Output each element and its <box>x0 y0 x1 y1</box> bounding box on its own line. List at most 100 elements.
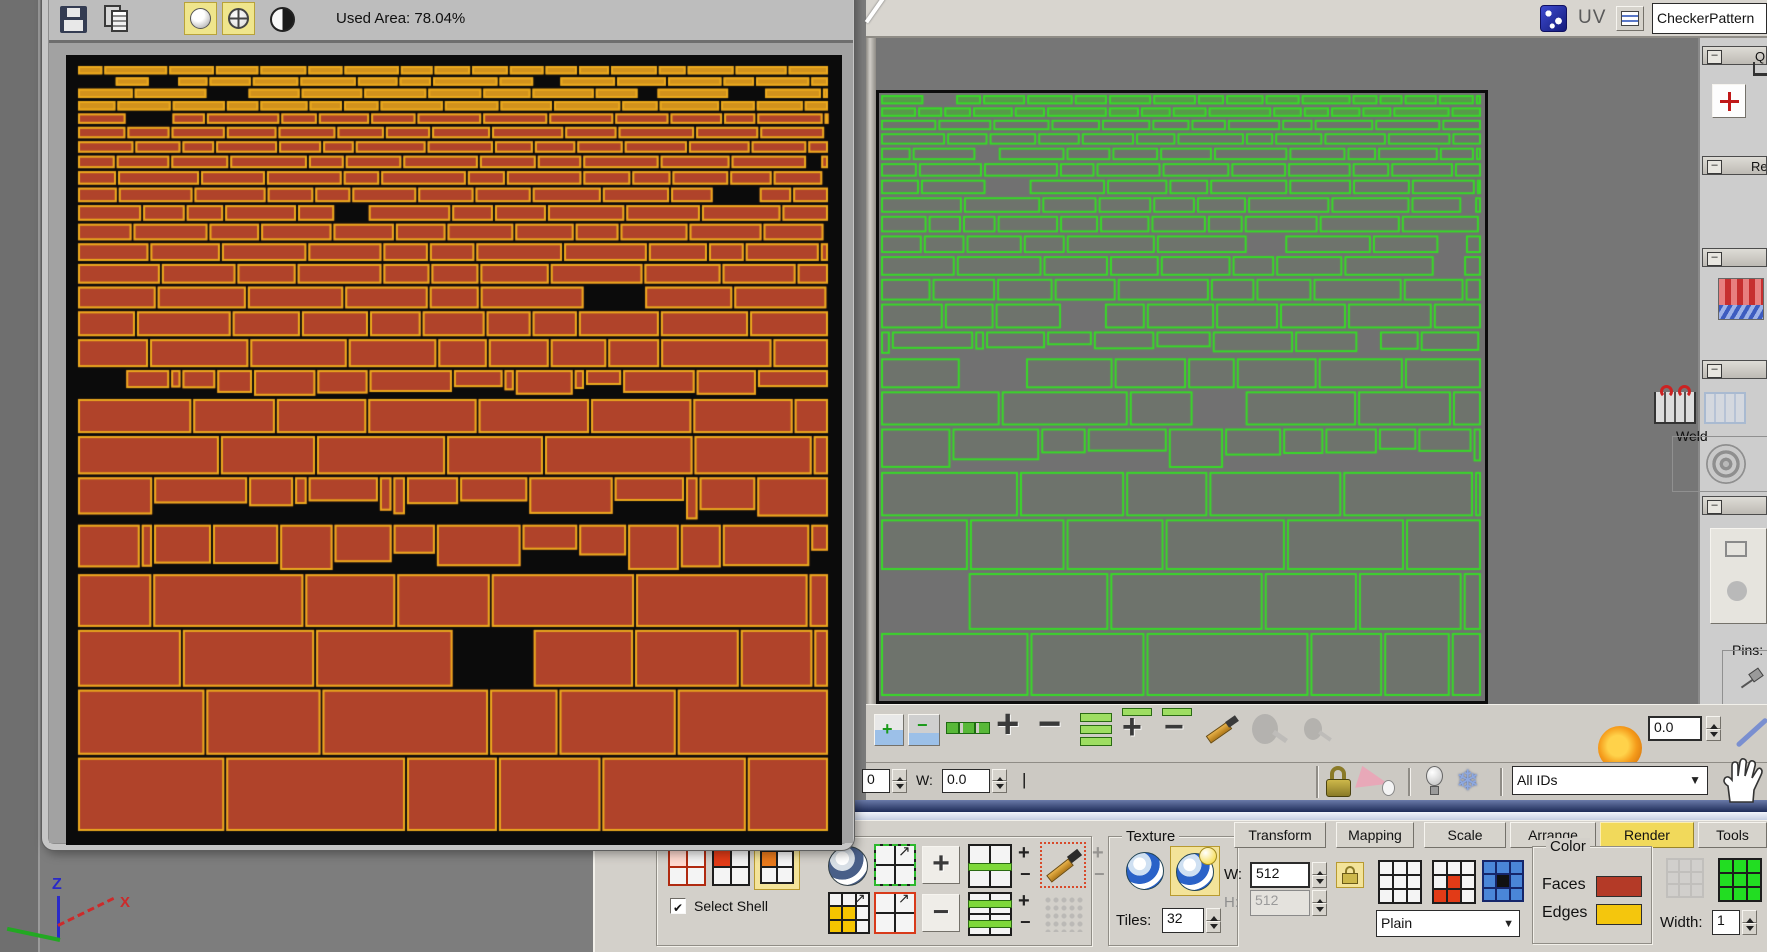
shrink-selection-icon[interactable]: − <box>1038 702 1062 746</box>
rollout-header-4[interactable]: – <box>1702 360 1767 379</box>
spin-up[interactable] <box>892 769 907 782</box>
face-select-selected-bg[interactable] <box>754 844 800 890</box>
spin-down[interactable] <box>892 781 907 793</box>
target-weld-icon[interactable] <box>1706 444 1746 484</box>
expand-selection-button[interactable]: + <box>922 846 960 884</box>
lock-selection-icon[interactable] <box>1326 766 1352 798</box>
show-grid-off-icon[interactable] <box>1666 858 1704 898</box>
show-map-icon[interactable] <box>1126 852 1164 890</box>
rollout-header-5[interactable]: – <box>1702 496 1767 515</box>
select-edge-rows-icon[interactable] <box>1080 712 1114 748</box>
pin-icon[interactable] <box>1738 666 1767 695</box>
soft-selection-dots-icon[interactable] <box>1044 896 1084 932</box>
render-w-spinner[interactable] <box>1312 862 1327 888</box>
u-spinner[interactable] <box>892 769 907 793</box>
falloff-value-field[interactable]: 0.0 <box>1648 716 1702 741</box>
tab-transform[interactable]: Transform <box>1234 822 1326 848</box>
align-glyph[interactable] <box>1753 62 1767 76</box>
edges-color-swatch[interactable] <box>1596 904 1642 925</box>
pack-normalize-icon[interactable]: ↗ <box>874 890 916 934</box>
tab-render[interactable]: Render <box>1600 822 1694 848</box>
paint-select-grid-icon[interactable] <box>1040 842 1086 888</box>
uv-editor-canvas[interactable] <box>879 93 1485 701</box>
select-ring-icon[interactable] <box>968 892 1012 936</box>
checker-pattern-combo[interactable]: CheckerPattern <box>1652 3 1767 34</box>
collapse-icon[interactable]: – <box>1707 364 1722 378</box>
show-edges-on-icon[interactable] <box>1718 858 1762 902</box>
spin-up[interactable] <box>1312 862 1327 876</box>
spin-down[interactable] <box>1312 875 1327 888</box>
spin-down[interactable] <box>992 781 1007 793</box>
u-value-field[interactable]: 0 <box>862 769 890 793</box>
render-w-field[interactable]: 512 <box>1250 862 1310 888</box>
tiles-spinner[interactable] <box>1206 908 1221 933</box>
brush-falloff-icon[interactable] <box>1250 712 1290 750</box>
brush-minus-glyph[interactable]: − <box>1094 864 1105 884</box>
brush-plus-glyph[interactable]: + <box>1092 842 1104 864</box>
spin-down[interactable] <box>1742 922 1757 935</box>
render-template-checker-icon[interactable] <box>1432 860 1476 904</box>
select-shell-checkbox[interactable]: ✔ <box>670 898 686 915</box>
falloff-spinner[interactable] <box>1706 716 1721 741</box>
edge-loop-icon[interactable] <box>946 722 990 734</box>
edge-select-icon[interactable] <box>712 848 750 886</box>
spin-up[interactable] <box>1312 890 1327 904</box>
quick-transform-button[interactable] <box>1712 84 1746 118</box>
lightbulb-icon[interactable] <box>1424 766 1446 798</box>
weld-target-icon[interactable] <box>1704 392 1746 424</box>
freeze-snowflake-icon[interactable]: ❄ <box>1456 765 1480 796</box>
spin-down[interactable] <box>1312 903 1327 916</box>
spin-up[interactable] <box>1206 908 1221 921</box>
tiles-field[interactable]: 32 <box>1162 908 1204 933</box>
show-map-lit-selected-bg[interactable] <box>1170 846 1220 896</box>
w-typein-field[interactable]: 0.0 <box>942 769 990 793</box>
rollout-header-1[interactable]: – Q <box>1702 46 1767 65</box>
pattern-list-icon[interactable] <box>1616 6 1644 31</box>
preview-cone-icon[interactable] <box>1355 765 1398 800</box>
paint-select-brush-icon[interactable] <box>1200 710 1246 752</box>
dropdown-arrow-icon[interactable]: ▼ <box>1689 773 1701 787</box>
w-typein-spinner[interactable] <box>992 769 1007 793</box>
collapse-icon[interactable]: – <box>1707 50 1722 64</box>
remove-edge-row-icon[interactable]: − <box>1160 706 1196 750</box>
faces-color-swatch[interactable] <box>1596 876 1642 897</box>
ring-minus-glyph[interactable]: − <box>1020 912 1031 932</box>
softsel-paint-expand-icon[interactable]: + <box>874 714 904 746</box>
tab-tools[interactable]: Tools <box>1698 822 1767 848</box>
spin-up[interactable] <box>1742 910 1757 923</box>
ring-plus-glyph[interactable]: + <box>1018 890 1030 912</box>
edge-width-field[interactable]: 1 <box>1712 910 1740 935</box>
grow-selection-icon[interactable]: + <box>996 702 1020 746</box>
stitch-checker-icon[interactable] <box>1718 278 1764 320</box>
pack-custom-icon[interactable]: ↗ <box>828 890 870 934</box>
spin-down[interactable] <box>1706 728 1721 741</box>
softsel-paint-shrink-icon[interactable]: − <box>908 714 940 746</box>
select-by-texture-icon[interactable] <box>828 846 868 886</box>
grow-uv-icon[interactable]: ↗ <box>874 843 916 886</box>
loop-minus-glyph[interactable]: − <box>1020 864 1031 884</box>
render-pattern-dropdown[interactable]: Plain ▼ <box>1376 910 1520 937</box>
tab-scale[interactable]: Scale <box>1424 822 1506 848</box>
collapse-icon[interactable]: – <box>1707 160 1722 174</box>
checker-cube-icon[interactable] <box>1540 5 1567 32</box>
weld-selected-icon[interactable] <box>1654 385 1696 424</box>
tab-mapping[interactable]: Mapping <box>1336 822 1414 848</box>
aspect-lock-button[interactable] <box>1336 862 1364 888</box>
spin-up[interactable] <box>992 769 1007 782</box>
render-h-spinner[interactable] <box>1312 890 1327 916</box>
rollout-header-3[interactable]: – <box>1702 248 1767 267</box>
rollout-header-2[interactable]: – Re <box>1702 156 1767 175</box>
material-id-dropdown[interactable]: All IDs ▼ <box>1512 766 1708 795</box>
spin-up[interactable] <box>1706 716 1721 729</box>
render-template-plain-icon[interactable] <box>1378 860 1422 904</box>
render-template-custom-icon[interactable] <box>1482 860 1524 902</box>
collapse-icon[interactable]: – <box>1707 500 1722 514</box>
spin-down[interactable] <box>1206 920 1221 933</box>
select-loop-icon[interactable] <box>968 844 1012 888</box>
shrink-selection-button[interactable]: − <box>922 894 960 932</box>
loop-plus-glyph[interactable]: + <box>1018 842 1030 864</box>
edge-width-spinner[interactable] <box>1742 910 1757 935</box>
uv-mode-label[interactable]: UV <box>1578 7 1607 28</box>
add-edge-row-icon[interactable]: + <box>1120 706 1156 750</box>
vertex-select-icon[interactable] <box>668 848 706 886</box>
